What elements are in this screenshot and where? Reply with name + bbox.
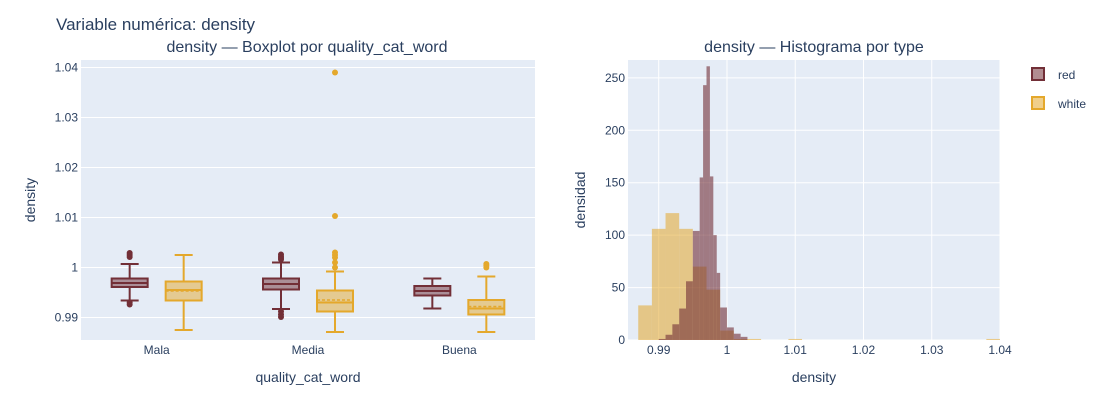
legend-item-white[interactable]: white [1031, 96, 1086, 111]
boxplot-x-tick-label: Media [292, 343, 325, 357]
boxplot-y-tick-label: 1.03 [55, 111, 79, 125]
histogram-x-tick-label: 0.99 [647, 343, 671, 357]
boxplot-plot-area [81, 60, 535, 340]
boxplot-gridlines [81, 67, 535, 318]
box-outlier-point [483, 262, 490, 269]
box-outlier-point [332, 259, 338, 266]
boxplot-title: density — Boxplot por quality_cat_word [166, 39, 447, 56]
box-white-Buena [467, 261, 506, 333]
boxplot-marks[interactable] [110, 69, 506, 333]
histogram-x-axis-title: density [792, 369, 836, 385]
box-outlier-point [332, 254, 338, 261]
legend-label-white: white [1057, 97, 1086, 111]
box-red-Buena [413, 277, 452, 310]
histogram-x-ticks: 0.99 1 1.01 1.02 1.03 1.04 [647, 343, 1012, 357]
box-white-Mala [164, 254, 203, 331]
boxplot-y-tick-label: 1.04 [55, 61, 79, 75]
boxplot-y-tick-label: 1.01 [55, 211, 79, 225]
histogram-bar [699, 177, 704, 340]
histogram-bar [726, 327, 734, 340]
histogram-y-tick-label: 150 [605, 176, 625, 190]
box-outlier-point [126, 254, 133, 260]
legend-swatch-white [1031, 96, 1045, 110]
histogram-bar [665, 213, 680, 340]
box-outlier-point [332, 213, 338, 219]
boxplot-y-tick-label: 1.02 [55, 161, 79, 175]
box-red-Media [262, 251, 300, 320]
legend-item-red[interactable]: red [1031, 67, 1075, 82]
histogram-bar [713, 235, 717, 340]
boxplot-x-axis-title: quality_cat_word [255, 369, 360, 385]
box-red-Mala [110, 250, 149, 308]
histogram-y-axis-title: densidad [572, 172, 588, 229]
box-body [316, 289, 354, 313]
histogram-bar [716, 272, 721, 340]
histogram-bar [747, 338, 762, 340]
histogram-y-tick-label: 250 [605, 71, 625, 85]
histogram-series-red [658, 66, 748, 340]
histogram-x-tick-label: 1.02 [852, 343, 876, 357]
legend-swatch-red [1031, 67, 1045, 81]
histogram-x-tick-label: 1 [724, 343, 731, 357]
histogram-bar [703, 85, 707, 340]
legend: red white [1031, 67, 1086, 111]
histogram-marks[interactable] [638, 66, 1000, 340]
histogram-x-tick-label: 1.03 [920, 343, 944, 357]
box-outlier-point [126, 301, 133, 308]
histogram-x-tick-label: 1.04 [988, 343, 1012, 357]
histogram-bar [651, 228, 666, 340]
histogram-bar [692, 230, 700, 340]
histogram-bar [679, 308, 687, 340]
boxplot-x-tick-label: Mala [144, 343, 170, 357]
histogram-y-tick-label: 0 [618, 333, 625, 347]
boxplot-y-tick-label: 0.99 [55, 311, 79, 325]
histogram-bar [665, 334, 673, 340]
histogram-bar [986, 338, 1000, 340]
box-outlier-point [332, 69, 338, 76]
histogram-bar [788, 338, 803, 340]
boxplot-x-tick-label: Buena [442, 343, 477, 357]
box-outlier-point [278, 256, 284, 263]
histogram-bar [658, 338, 666, 340]
histogram-bar [672, 324, 680, 340]
legend-label-red: red [1058, 68, 1075, 82]
boxplot-y-ticks: 0.99 1 1.01 1.02 1.03 1.04 [55, 61, 79, 325]
histogram-y-tick-label: 100 [605, 228, 625, 242]
histogram-y-tick-label: 50 [612, 281, 626, 295]
histogram-bar [686, 281, 693, 340]
histogram-title: density — Histograma por type [704, 39, 924, 56]
boxplot-y-tick-label: 1 [71, 261, 78, 275]
boxplot-y-axis-title: density [22, 178, 38, 222]
histogram-bar [740, 336, 748, 340]
boxplot-x-ticks: Mala Media Buena [144, 343, 477, 357]
figure-title: Variable numérica: density [56, 15, 256, 34]
histogram-bar [709, 176, 714, 340]
histogram-bar [638, 305, 652, 340]
box-outlier-point [278, 314, 284, 320]
box-white-Media [316, 69, 354, 333]
histogram-bar [706, 66, 710, 340]
box-outlier-point [332, 264, 338, 271]
boxplot-panel: 0.99 1 1.01 1.02 1.03 1.04 Mala Media Buena den… [22, 39, 535, 385]
histogram-y-ticks: 0 50 100 150 200 250 [605, 71, 625, 347]
histogram-bar [720, 307, 727, 340]
histogram-bar [733, 333, 741, 340]
histogram-y-tick-label: 200 [605, 123, 625, 137]
histogram-panel: 0 50 100 150 200 250 0.99 1 1.01 1.02 1.03 1.04 de… [572, 39, 1012, 385]
histogram-x-tick-label: 1.01 [784, 343, 808, 357]
